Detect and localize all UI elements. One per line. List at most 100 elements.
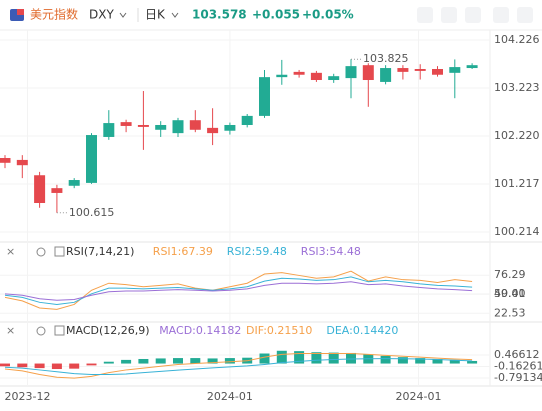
candle-body xyxy=(207,127,219,134)
legend-entry: RSI1:67.39 xyxy=(153,245,213,258)
period[interactable]: 日K xyxy=(145,8,166,22)
macd-bar xyxy=(121,359,132,364)
candle-body xyxy=(397,68,409,72)
y-tick-label: 0.46612 xyxy=(494,348,540,361)
candle-body xyxy=(103,123,115,137)
candle-body xyxy=(120,122,132,126)
change: +0.055 xyxy=(252,8,300,22)
legend-entry: RSI2:59.48 xyxy=(227,245,287,258)
macd-line xyxy=(4,358,473,375)
candle-body xyxy=(16,159,28,166)
settings-icon[interactable] xyxy=(36,247,46,257)
y-tick-label: 50.00 xyxy=(494,287,526,300)
macd-bar xyxy=(224,358,235,364)
macd-bar xyxy=(190,358,201,364)
candle-body xyxy=(86,135,97,183)
rsi-line xyxy=(4,276,473,305)
candle-body xyxy=(34,175,46,203)
macd-bar xyxy=(0,363,10,367)
settings-icon[interactable] xyxy=(36,326,46,336)
macd-bar xyxy=(173,358,183,364)
macd-bar xyxy=(138,358,149,364)
y-tick-label: 101.217 xyxy=(494,177,540,190)
candle-body xyxy=(310,72,322,81)
candle-body xyxy=(68,180,80,186)
candle-body xyxy=(466,65,478,69)
change-pct: +0.05% xyxy=(302,8,354,22)
close-icon[interactable]: × xyxy=(6,245,15,258)
legend-entry: RSI3:54.48 xyxy=(301,245,361,258)
macd-bar xyxy=(276,350,287,364)
macd-bar xyxy=(51,363,62,370)
dropdown-icon[interactable] xyxy=(119,12,127,18)
x-tick-label: 2024-01 xyxy=(395,390,441,403)
macd-bar xyxy=(69,363,80,369)
tool-button[interactable] xyxy=(493,7,509,23)
legend-entry: MACD:0.14182 xyxy=(159,324,241,337)
tool-button[interactable] xyxy=(417,7,433,23)
y-tick-label: -0.16261 xyxy=(494,360,542,373)
y-tick-label: 104.226 xyxy=(494,33,540,46)
macd-bar xyxy=(259,353,270,364)
candle-body xyxy=(51,188,63,193)
candle-body xyxy=(241,115,253,125)
close-icon[interactable]: × xyxy=(6,324,15,337)
candle-body xyxy=(276,74,288,78)
annotation: 100.615 xyxy=(69,206,115,219)
y-tick-label: 102.220 xyxy=(494,129,540,142)
flag-icon xyxy=(17,9,24,15)
annotation: 103.825 xyxy=(363,52,409,65)
candle-body xyxy=(259,77,270,116)
candle-body xyxy=(137,124,149,127)
legend-entry: DEA:0.14420 xyxy=(326,324,398,337)
candle-body xyxy=(345,66,357,79)
symbol-code[interactable]: DXY xyxy=(89,8,114,22)
y-tick-label: 76.29 xyxy=(494,268,526,281)
expand-icon[interactable] xyxy=(54,325,65,336)
symbol-name[interactable]: 美元指数 xyxy=(30,7,78,22)
y-tick-label: -0.79134 xyxy=(494,371,542,384)
candle-body xyxy=(155,124,167,130)
x-tick-label: 2024-01 xyxy=(207,390,253,403)
candle-body xyxy=(414,69,426,71)
candle-body xyxy=(172,120,184,134)
indicator-title: RSI(7,14,21) xyxy=(66,245,134,258)
price: 103.578 xyxy=(192,8,247,22)
macd-bar xyxy=(155,358,166,364)
expand-icon[interactable] xyxy=(54,246,65,257)
dropdown-icon[interactable] xyxy=(171,12,179,18)
macd-bar xyxy=(449,359,460,364)
rsi-line xyxy=(4,270,473,310)
y-tick-label: 100.214 xyxy=(494,225,540,238)
macd-bar xyxy=(415,358,426,364)
macd-bar xyxy=(311,352,322,364)
macd-bar xyxy=(380,355,391,364)
macd-bar xyxy=(432,358,443,364)
macd-bar xyxy=(34,363,45,369)
macd-bar xyxy=(86,363,97,366)
candle-body xyxy=(224,124,236,131)
macd-bar xyxy=(17,363,28,368)
tool-button[interactable] xyxy=(517,7,533,23)
macd-bar xyxy=(467,360,478,364)
legend-entry: DIF:0.21510 xyxy=(246,324,312,337)
rsi-line xyxy=(4,281,473,301)
tool-button[interactable] xyxy=(441,7,457,23)
indicator-title: MACD(12,26,9) xyxy=(66,324,150,337)
macd-bar xyxy=(346,352,356,364)
x-tick-label: 2023-12 xyxy=(5,390,51,403)
candle-body xyxy=(432,69,443,75)
macd-line xyxy=(4,353,473,379)
candle-body xyxy=(449,67,461,73)
candle-body xyxy=(328,76,340,81)
tool-button[interactable] xyxy=(465,7,481,23)
candle-body xyxy=(0,158,11,163)
macd-bar xyxy=(294,351,305,364)
macd-bar xyxy=(328,352,339,364)
y-tick-label: 49.41 xyxy=(494,287,526,300)
macd-bar xyxy=(207,358,218,364)
macd-bar xyxy=(103,361,114,364)
candle-body xyxy=(362,65,374,81)
